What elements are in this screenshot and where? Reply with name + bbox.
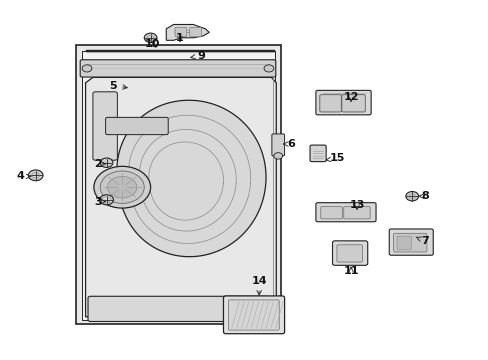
FancyBboxPatch shape: [336, 245, 362, 262]
FancyBboxPatch shape: [93, 92, 117, 160]
FancyBboxPatch shape: [228, 300, 279, 330]
FancyBboxPatch shape: [189, 27, 201, 37]
FancyBboxPatch shape: [315, 90, 370, 115]
FancyBboxPatch shape: [332, 241, 367, 265]
FancyBboxPatch shape: [105, 117, 168, 135]
Text: 8: 8: [418, 191, 428, 201]
FancyBboxPatch shape: [320, 207, 342, 219]
Text: 15: 15: [325, 153, 345, 163]
Text: 5: 5: [109, 81, 127, 91]
Circle shape: [100, 171, 144, 203]
Circle shape: [94, 166, 150, 208]
Text: 3: 3: [94, 197, 105, 207]
Circle shape: [100, 195, 113, 205]
Circle shape: [264, 65, 273, 72]
Bar: [76, 45, 281, 324]
Polygon shape: [85, 77, 276, 317]
FancyBboxPatch shape: [319, 95, 341, 112]
Text: 6: 6: [283, 139, 294, 149]
FancyBboxPatch shape: [315, 203, 375, 222]
FancyBboxPatch shape: [388, 229, 432, 255]
FancyBboxPatch shape: [80, 60, 275, 77]
Circle shape: [28, 170, 43, 181]
FancyBboxPatch shape: [396, 236, 410, 250]
FancyBboxPatch shape: [341, 95, 365, 112]
FancyBboxPatch shape: [88, 296, 268, 321]
Text: 1: 1: [176, 33, 183, 43]
Polygon shape: [166, 24, 209, 40]
Bar: [82, 51, 274, 320]
Circle shape: [405, 192, 418, 201]
FancyBboxPatch shape: [175, 27, 186, 37]
Circle shape: [82, 65, 92, 72]
Text: 13: 13: [348, 200, 364, 210]
FancyBboxPatch shape: [271, 134, 284, 156]
Text: 14: 14: [251, 276, 266, 295]
Text: 2: 2: [94, 159, 105, 169]
Text: 9: 9: [190, 51, 205, 61]
Text: 4: 4: [17, 171, 31, 181]
Text: 7: 7: [415, 236, 428, 246]
Circle shape: [144, 33, 157, 42]
Circle shape: [100, 158, 113, 167]
FancyBboxPatch shape: [223, 296, 284, 334]
FancyBboxPatch shape: [343, 207, 369, 219]
FancyBboxPatch shape: [393, 233, 426, 252]
Polygon shape: [117, 100, 265, 257]
Circle shape: [107, 176, 137, 198]
FancyBboxPatch shape: [309, 145, 325, 162]
Circle shape: [273, 153, 282, 159]
Text: 11: 11: [343, 266, 358, 276]
Text: 12: 12: [343, 92, 358, 102]
Text: 10: 10: [144, 39, 160, 49]
